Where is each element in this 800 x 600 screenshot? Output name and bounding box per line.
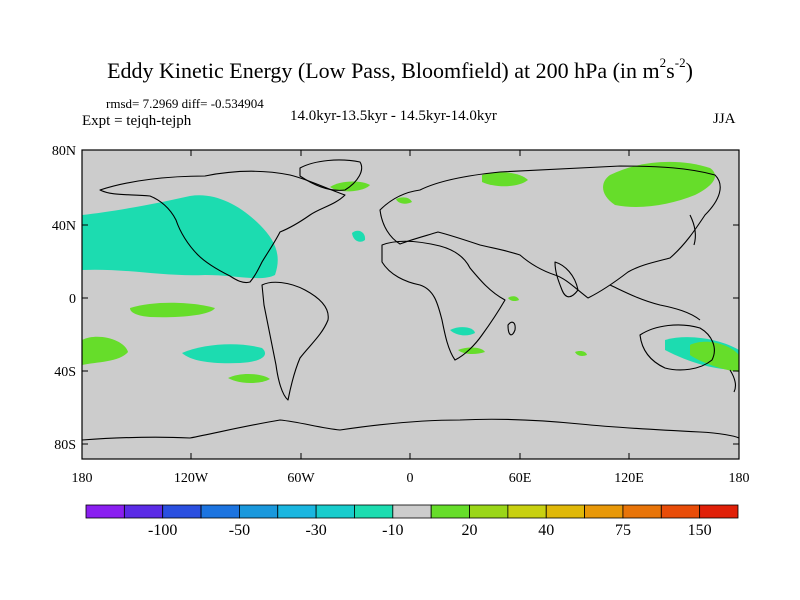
colorbar-swatch bbox=[430, 504, 470, 519]
colorbar-label: 40 bbox=[538, 522, 554, 539]
coast-india bbox=[554, 261, 579, 298]
chart-title: Eddy Kinetic Energy (Low Pass, Bloomfiel… bbox=[107, 55, 693, 83]
anomaly-north-atlantic-west bbox=[352, 230, 366, 242]
colorbar-swatch bbox=[162, 504, 202, 519]
anomaly-africa-south bbox=[458, 347, 485, 355]
colorbar bbox=[85, 504, 739, 519]
rmsd-stats: rmsd= 7.2969 diff= -0.534904 bbox=[106, 96, 264, 111]
colorbar-swatch bbox=[545, 504, 585, 519]
anomaly-britain bbox=[396, 197, 412, 204]
x-tick-label: 180 bbox=[72, 471, 93, 486]
coast-southeast-asia bbox=[609, 284, 701, 321]
x-tick-label: 120W bbox=[174, 471, 209, 486]
coast-antarctica bbox=[82, 418, 739, 441]
colorbar-swatch bbox=[239, 504, 279, 519]
colorbar-swatch bbox=[392, 504, 432, 519]
colorbar-swatch bbox=[200, 504, 240, 519]
period-label: 14.0kyr-13.5kyr - 14.5kyr-14.0kyr bbox=[290, 108, 497, 124]
coast-australia bbox=[639, 324, 715, 371]
y-tick-label: 40N bbox=[52, 219, 76, 234]
x-tick-label: 60W bbox=[287, 471, 315, 486]
y-tick-label: 80S bbox=[54, 438, 76, 453]
colorbar-swatch bbox=[85, 504, 125, 519]
anomaly-south-pacific-west bbox=[82, 336, 128, 365]
coastlines bbox=[82, 159, 739, 441]
colorbar-swatch bbox=[584, 504, 624, 519]
anomaly-mozambique bbox=[450, 327, 475, 336]
colorbar-swatch bbox=[354, 504, 394, 519]
coast-japan bbox=[689, 214, 696, 246]
anomaly-central-pacific bbox=[182, 344, 266, 364]
colorbar-label: -100 bbox=[148, 522, 177, 539]
anomaly-south-pacific-mid bbox=[228, 373, 270, 383]
colorbar-label: -50 bbox=[229, 522, 250, 539]
x-tick-label: 180 bbox=[729, 471, 750, 486]
anomaly-west-siberia bbox=[482, 172, 528, 187]
colorbar-label: 75 bbox=[615, 522, 631, 539]
coast-europe-asia bbox=[379, 165, 721, 299]
anomaly-indian-ocean bbox=[575, 351, 587, 356]
colorbar-swatch bbox=[507, 504, 547, 519]
anomaly-north-pacific bbox=[82, 195, 278, 279]
coast-new-zealand bbox=[729, 369, 736, 393]
anomaly-siberia bbox=[603, 161, 715, 207]
colorbar-swatch bbox=[660, 504, 701, 519]
colorbar-swatch bbox=[622, 504, 662, 519]
y-tick-label: 40S bbox=[54, 365, 76, 380]
anomaly-east-africa bbox=[508, 296, 519, 302]
x-tick-label: 120E bbox=[614, 471, 644, 486]
anomaly-tropical-pacific bbox=[130, 302, 215, 318]
colorbar-swatch bbox=[315, 504, 355, 519]
anomaly-fills bbox=[82, 161, 739, 383]
colorbar-swatch bbox=[277, 504, 317, 519]
coast-south-america bbox=[261, 281, 329, 401]
colorbar-swatch bbox=[123, 504, 164, 519]
colorbar-swatch bbox=[469, 504, 509, 519]
experiment-label: Expt = tejqh-tejph bbox=[82, 113, 192, 129]
coast-north-america bbox=[99, 170, 346, 284]
y-tick-label: 80N bbox=[52, 144, 76, 159]
colorbar-label: -10 bbox=[382, 522, 403, 539]
coast-africa bbox=[381, 240, 506, 361]
coast-madagascar bbox=[507, 321, 516, 336]
colorbar-swatch bbox=[699, 504, 739, 519]
colorbar-label: -30 bbox=[305, 522, 326, 539]
colorbar-label: 20 bbox=[462, 522, 478, 539]
colorbar-labels: -100 -50 -30 -10 20 40 75 150 bbox=[148, 522, 712, 539]
colorbar-label: 150 bbox=[688, 522, 712, 539]
anomaly-australia-inner bbox=[690, 341, 739, 372]
coast-greenland bbox=[299, 159, 363, 191]
season-label: JJA bbox=[713, 111, 736, 127]
axis-ticks bbox=[81, 149, 740, 459]
x-tick-label: 0 bbox=[407, 471, 414, 486]
y-tick-label: 0 bbox=[69, 292, 76, 307]
x-tick-label: 60E bbox=[509, 471, 532, 486]
